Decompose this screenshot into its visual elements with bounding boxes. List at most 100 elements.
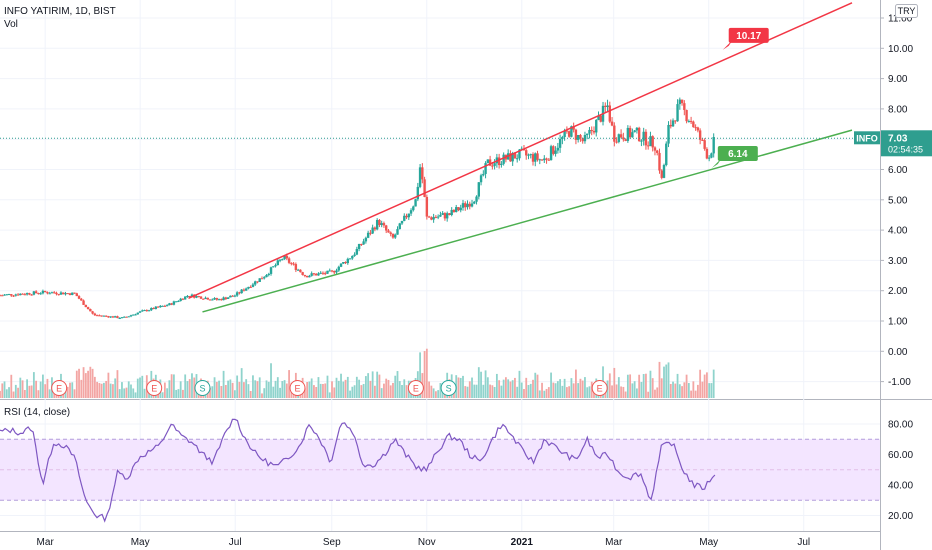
volume-bar <box>432 388 435 398</box>
volume-bar <box>75 370 78 398</box>
volume-bar <box>188 379 191 398</box>
rsi-tick-label: 80.00 <box>888 420 913 431</box>
volume-bar <box>523 389 525 398</box>
volume-bar <box>265 380 268 398</box>
candle <box>152 307 155 310</box>
volume-bar <box>624 391 627 398</box>
candle <box>606 99 609 112</box>
volume-bar <box>468 381 471 398</box>
candle <box>608 101 611 124</box>
volume-bar <box>23 389 26 398</box>
volume-bar <box>71 382 74 398</box>
lower-target-label-text: 6.14 <box>728 149 748 160</box>
candle <box>622 132 625 142</box>
candle <box>459 204 462 213</box>
volume-bar <box>141 375 144 398</box>
candle <box>633 129 636 133</box>
volume-bar <box>184 374 187 398</box>
volume-bar <box>319 383 322 398</box>
candle <box>590 126 593 136</box>
earnings-marker[interactable]: E <box>591 380 608 396</box>
candle <box>439 211 442 217</box>
candle <box>687 119 691 123</box>
volume-bar <box>240 368 243 398</box>
candle <box>357 243 361 252</box>
candle <box>324 271 327 276</box>
candle <box>493 159 496 170</box>
volume-bar <box>489 384 491 398</box>
lower-target-label[interactable]: 6.14 <box>711 145 758 168</box>
upper-target-label[interactable]: 10.17 <box>722 27 769 50</box>
candle <box>549 144 553 161</box>
candle <box>330 269 334 273</box>
candle <box>671 118 675 127</box>
candle <box>418 164 422 189</box>
rsi-tick-label: 40.00 <box>888 481 913 492</box>
candle <box>287 256 291 265</box>
earnings-marker[interactable]: E <box>407 380 424 396</box>
volume-bar <box>170 374 173 398</box>
volume-bar <box>303 388 306 398</box>
price-pane[interactable] <box>0 0 880 398</box>
candle <box>143 309 146 312</box>
volume-bar <box>690 390 693 398</box>
upper-trendline[interactable] <box>188 2 853 299</box>
currency-button[interactable]: TRY <box>895 4 918 18</box>
volume-bar <box>374 385 376 398</box>
candle <box>292 262 295 266</box>
candle <box>452 209 456 213</box>
candle <box>674 120 677 124</box>
volume-bar <box>35 380 38 398</box>
volume-bar <box>477 367 480 398</box>
volume-bar <box>0 390 1 398</box>
candle <box>127 316 130 318</box>
candle <box>595 118 598 137</box>
candle <box>16 293 20 296</box>
candle <box>509 150 512 162</box>
candle <box>163 304 167 307</box>
candle <box>421 163 424 184</box>
volume-bar <box>344 379 347 398</box>
volume-bar <box>588 386 591 398</box>
candle <box>206 297 209 300</box>
candle <box>348 258 352 260</box>
volume-bar <box>231 382 234 398</box>
candle <box>656 149 659 156</box>
volume-bar <box>227 380 230 398</box>
volume-bar <box>222 370 225 398</box>
volume-bar <box>191 373 193 398</box>
volume-bar <box>561 385 564 398</box>
volume-bar <box>69 382 71 398</box>
rsi-label: RSI (14, close) <box>4 407 70 418</box>
candle <box>689 116 693 124</box>
candle <box>53 290 56 294</box>
candle <box>283 255 286 260</box>
volume-bar <box>249 390 252 398</box>
volume-bar <box>543 390 546 398</box>
candle <box>335 268 338 275</box>
candle <box>543 155 546 164</box>
earnings-marker[interactable]: E <box>146 380 163 396</box>
earnings-marker[interactable]: E <box>289 380 306 396</box>
candle <box>102 315 106 317</box>
candle <box>466 200 469 210</box>
candle <box>710 152 713 159</box>
split-marker[interactable]: S <box>440 380 457 396</box>
candle <box>91 310 94 315</box>
candle <box>525 148 528 160</box>
volume-bar <box>568 386 571 398</box>
split-marker[interactable]: S <box>194 380 211 396</box>
candle <box>159 305 162 308</box>
earnings-marker[interactable]: E <box>51 380 68 396</box>
price-tick-label: 0.00 <box>888 347 908 358</box>
volume-bar <box>509 381 512 398</box>
volume-bar <box>516 386 519 398</box>
candle <box>129 314 133 318</box>
candle <box>73 292 76 294</box>
volume-bar <box>505 377 507 398</box>
candle <box>394 233 397 239</box>
candle <box>263 276 266 280</box>
